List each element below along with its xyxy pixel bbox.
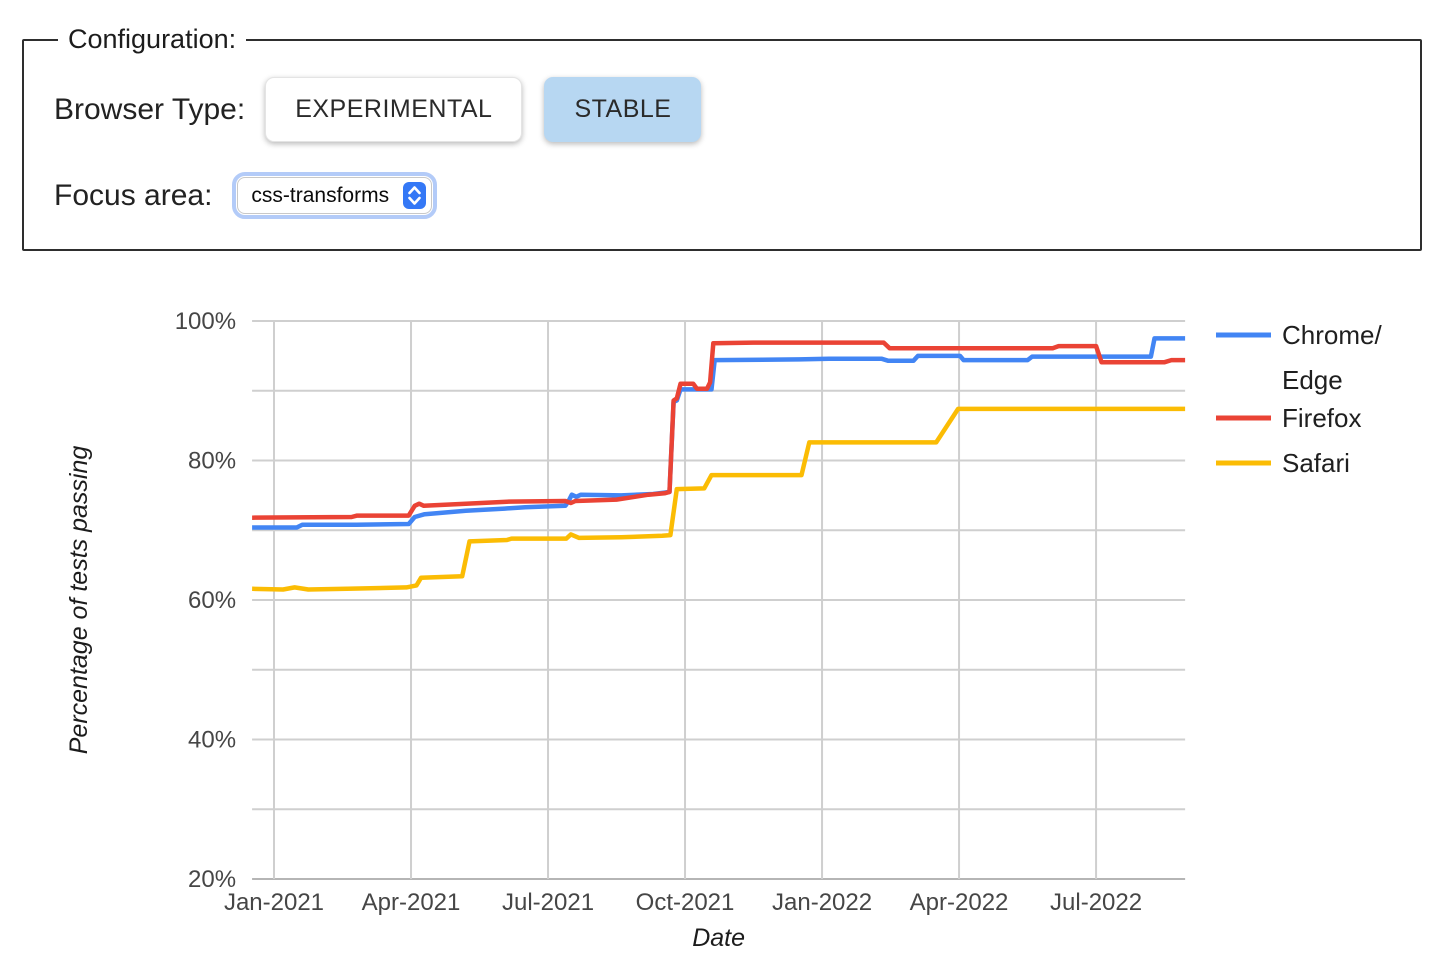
x-tick-label-Jan-2021: Jan-2021 [224,889,324,916]
browser-type-row: Browser Type: EXPERIMENTAL STABLE [54,77,1400,142]
y-tick-label-80: 80% [188,448,236,475]
y-tick-label-100: 100% [175,308,236,335]
y-tick-label-20: 20% [188,866,236,893]
x-tick-label-Jul-2022: Jul-2022 [1050,889,1142,916]
focus-area-select[interactable]: css-transforms [232,172,438,219]
focus-area-value: css-transforms [251,183,390,207]
configuration-legend: Configuration: [68,24,237,54]
legend-label-safari: Safari [1282,448,1350,478]
focus-area-label: Focus area: [54,178,213,212]
series-line-safari[interactable] [252,406,1186,592]
browser-type-label: Browser Type: [54,92,246,126]
legend-label-chrome-edge-line2: Edge [1282,365,1343,395]
x-tick-label-Apr-2022: Apr-2022 [910,889,1009,916]
focus-area-select-field: css-transforms [237,177,433,214]
chart-section: 20% 40% 60% 80% 100% Jan-2021 Apr-2021 Jul-2021… [0,275,1442,980]
experimental-button[interactable]: EXPERIMENTAL [265,77,523,142]
y-tick-label-60: 60% [188,587,236,614]
y-axis-title: Percentage of tests passing [65,446,93,755]
x-tick-label-Oct-2021: Oct-2021 [636,889,735,916]
series-line-firefox[interactable] [252,340,1186,520]
configuration-panel: Configuration: Browser Type: EXPERIMENTA… [22,24,1422,251]
legend-label-firefox: Firefox [1282,403,1361,433]
select-stepper-icon [403,182,427,209]
y-tick-label-40: 40% [188,727,236,754]
x-tick-label-Apr-2021: Apr-2021 [362,889,461,916]
focus-area-row: Focus area: css-transforms [54,172,1400,219]
stable-button[interactable]: STABLE [544,77,702,142]
series-line-chrome-edge[interactable] [252,336,1186,530]
x-tick-label-Jan-2022: Jan-2022 [772,889,872,916]
x-axis-title: Date [692,924,745,952]
tests-passing-line-chart[interactable]: 20% 40% 60% 80% 100% Jan-2021 Apr-2021 Jul-2021… [0,275,1442,975]
legend-label-chrome-edge: Chrome/ [1282,320,1382,350]
x-tick-label-Jul-2021: Jul-2021 [502,889,594,916]
